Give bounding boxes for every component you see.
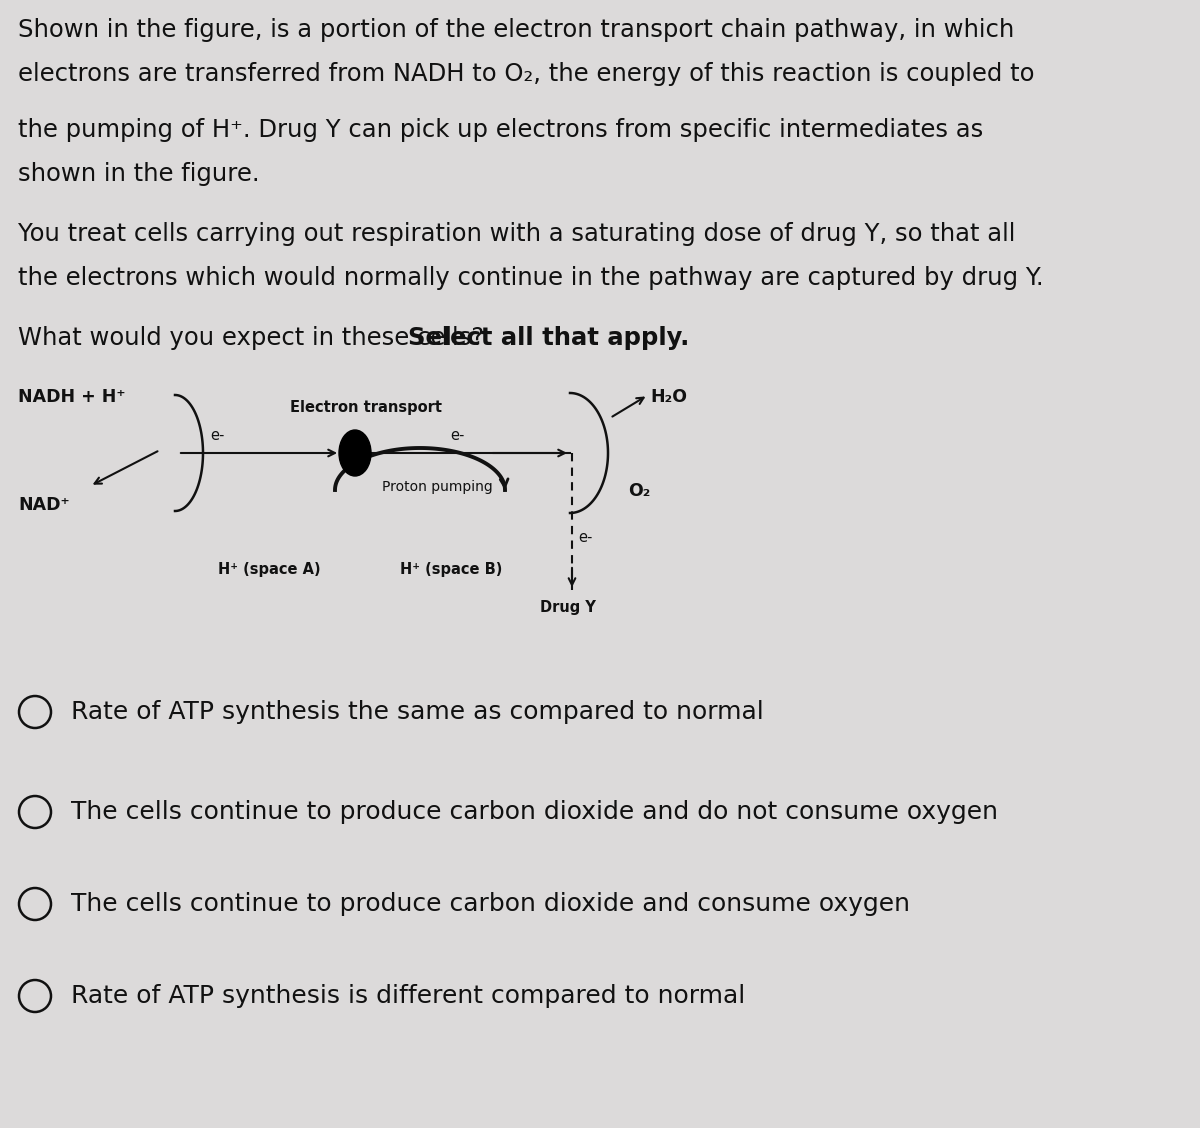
Text: The cells continue to produce carbon dioxide and do not consume oxygen: The cells continue to produce carbon dio… xyxy=(71,800,998,823)
Text: H₂O: H₂O xyxy=(650,388,686,406)
Text: Proton pumping: Proton pumping xyxy=(382,481,493,494)
Text: e-: e- xyxy=(450,428,464,443)
Text: Shown in the figure, is a portion of the electron transport chain pathway, in wh: Shown in the figure, is a portion of the… xyxy=(18,18,1014,42)
Ellipse shape xyxy=(340,430,371,476)
Text: H⁺ (space A): H⁺ (space A) xyxy=(218,562,320,578)
Text: the pumping of H⁺. Drug Y can pick up electrons from specific intermediates as: the pumping of H⁺. Drug Y can pick up el… xyxy=(18,118,983,142)
Text: the electrons which would normally continue in the pathway are captured by drug : the electrons which would normally conti… xyxy=(18,266,1044,290)
Text: What would you expect in these cells?: What would you expect in these cells? xyxy=(18,326,492,350)
Text: Rate of ATP synthesis is different compared to normal: Rate of ATP synthesis is different compa… xyxy=(71,984,745,1008)
Text: Select all that apply.: Select all that apply. xyxy=(408,326,689,350)
Text: O₂: O₂ xyxy=(628,482,650,500)
Text: shown in the figure.: shown in the figure. xyxy=(18,162,259,186)
Text: H⁺ (space B): H⁺ (space B) xyxy=(400,562,503,578)
Text: Rate of ATP synthesis the same as compared to normal: Rate of ATP synthesis the same as compar… xyxy=(71,700,763,724)
Text: Electron transport: Electron transport xyxy=(290,400,442,415)
Text: You treat cells carrying out respiration with a saturating dose of drug Y, so th: You treat cells carrying out respiration… xyxy=(18,222,1015,246)
Text: The cells continue to produce carbon dioxide and consume oxygen: The cells continue to produce carbon dio… xyxy=(71,892,910,916)
Text: e-: e- xyxy=(210,428,224,443)
Text: NAD⁺: NAD⁺ xyxy=(18,496,70,514)
Text: NADH + H⁺: NADH + H⁺ xyxy=(18,388,126,406)
Text: electrons are transferred from NADH to O₂, the energy of this reaction is couple: electrons are transferred from NADH to O… xyxy=(18,62,1034,86)
Text: Drug Y: Drug Y xyxy=(540,600,596,615)
Text: e-: e- xyxy=(578,530,593,545)
